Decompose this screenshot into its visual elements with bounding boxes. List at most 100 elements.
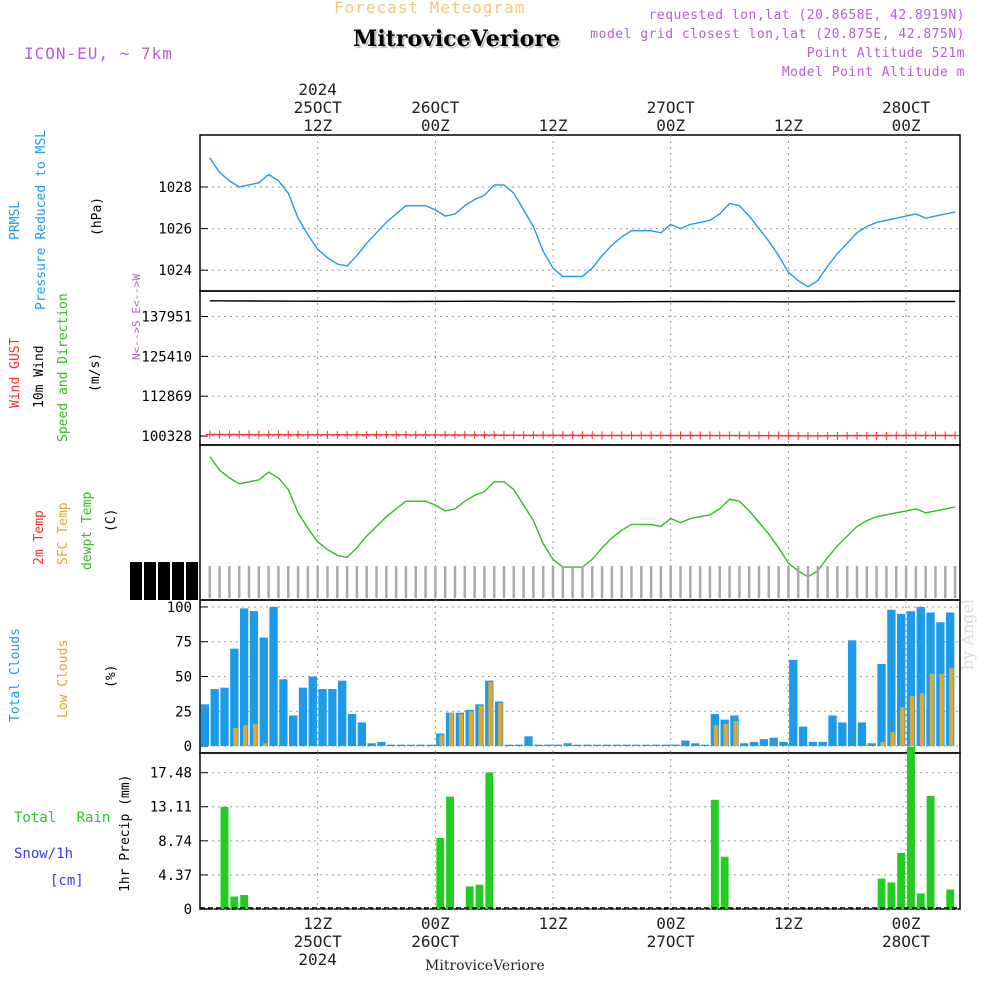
total-cloud-bar: [632, 744, 641, 747]
total-cloud-bar: [347, 714, 357, 747]
low-cloud-bar: [252, 723, 258, 747]
top-time-label: 00Z: [656, 116, 685, 135]
dewpoint-line: [209, 456, 956, 578]
total-cloud-bar: [759, 739, 769, 747]
rain-bar: [240, 894, 249, 909]
total-cloud-bar: [249, 611, 259, 747]
total-cloud-bar: [877, 663, 886, 747]
total-cloud-bar: [357, 722, 366, 747]
panel-frame-4: [199, 752, 961, 910]
total-cloud-bar: [681, 740, 690, 747]
top-time-label: 00Z: [892, 116, 921, 135]
rain-bar: [946, 889, 955, 909]
cloud-tick-label: 75: [175, 635, 192, 651]
total-cloud-bar: [504, 744, 514, 747]
snow-unit-label: [cm]: [50, 873, 84, 889]
top-time-label: 25OCT: [294, 98, 343, 117]
top-time-label: 27OCT: [647, 98, 696, 117]
total-cloud-bar: [612, 744, 621, 747]
precip-tick-label: 8.74: [158, 834, 192, 850]
bottom-time-label: 00Z: [656, 914, 685, 933]
low-cloud-bar: [909, 695, 915, 747]
top-time-label: 12Z: [774, 116, 803, 135]
rain-bar: [907, 746, 915, 909]
low-cloud-bar: [488, 682, 493, 747]
total-cloud-bar: [916, 606, 925, 747]
bottom-time-label: 26OCT: [411, 932, 460, 951]
total-cloud-bar: [553, 744, 563, 747]
total-cloud-bar: [798, 726, 808, 747]
pressure-tick-label: 1026: [158, 222, 192, 238]
total-cloud-bar: [818, 741, 827, 747]
precip-tick-label: 17.48: [150, 766, 192, 782]
low-cloud-bar: [498, 702, 503, 747]
low-cloud-bar: [880, 741, 885, 747]
total-cloud-bar: [338, 680, 347, 747]
total-cloud-bar: [906, 611, 916, 747]
total-cloud-bar: [642, 744, 651, 747]
rain-bar: [485, 772, 494, 909]
total-cloud-bar: [426, 744, 435, 747]
low-cloud-bar: [449, 712, 454, 747]
low-cloud-bar: [939, 673, 944, 747]
total-cloud-bar: [671, 744, 680, 747]
total-cloud-bar: [700, 744, 710, 747]
total-cloud-bar: [651, 744, 661, 747]
total-cloud-bar: [396, 744, 406, 747]
total-cloud-bar: [406, 744, 416, 747]
rain-bar: [897, 852, 906, 909]
temp-axis-overlap-mark: [158, 562, 170, 600]
temp-axis-overlap-mark: [144, 562, 156, 600]
bottom-time-label: 12Z: [539, 914, 568, 933]
low-cloud-bar: [949, 668, 954, 747]
precip-tick-label: 0: [184, 902, 192, 918]
bottom-time-label: 25OCT: [294, 932, 343, 951]
total-cloud-bar: [269, 606, 278, 747]
rain-bar: [887, 882, 896, 909]
total-cloud-bar: [887, 609, 896, 747]
rain-bar: [710, 799, 719, 909]
temp-axis-overlap-mark: [130, 562, 142, 600]
total-cloud-bar: [220, 687, 229, 747]
low-cloud-bar: [458, 714, 464, 747]
low-cloud-bar: [890, 732, 895, 747]
rain-bar: [220, 806, 229, 909]
total-cloud-bar: [828, 715, 837, 747]
total-cloud-bar: [416, 744, 425, 747]
total-cloud-bar: [543, 744, 553, 747]
cloud-tick-label: 0: [184, 739, 192, 755]
rain-bar: [436, 838, 445, 909]
wind-tick-label: 125410: [141, 349, 192, 365]
low-cloud-bar: [468, 711, 474, 747]
total-cloud-bar: [367, 743, 376, 747]
total-rain-label: Total Rain: [14, 810, 111, 826]
total-cloud-bar: [592, 744, 602, 747]
total-cloud-bar: [514, 744, 523, 747]
total-cloud-bar: [563, 743, 572, 747]
rain-bar: [916, 893, 925, 909]
total-cloud-bar: [740, 743, 749, 747]
requested-coords: requested lon,lat (20.8658E, 42.8919N): [648, 8, 965, 23]
snow-label: Snow/1h: [14, 846, 74, 862]
total-cloud-bar: [661, 744, 670, 747]
rain-bar: [465, 886, 474, 909]
station-title: MitroviceVeriore: [353, 26, 560, 52]
rain-bar: [877, 878, 886, 909]
total-cloud-bar: [769, 737, 778, 747]
low-cloud-bar: [723, 723, 729, 747]
model-label: ICON-EU, ~ 7km: [24, 44, 173, 63]
total-cloud-bar: [387, 744, 396, 747]
top-time-label: 28OCT: [882, 98, 931, 117]
model-altitude: Model Point Altitude m: [781, 65, 965, 80]
low-cloud-bar: [243, 725, 248, 747]
rain-bar: [926, 795, 935, 909]
bottom-time-label: 12Z: [303, 914, 332, 933]
total-cloud-bar: [896, 613, 906, 747]
panel-frame-0: [199, 134, 961, 292]
pressure-tick-label: 1024: [158, 263, 192, 279]
total-cloud-bar: [573, 744, 582, 747]
total-cloud-bar: [789, 659, 798, 747]
total-cloud-bar: [308, 676, 317, 747]
low-cloud-bar: [900, 707, 905, 747]
